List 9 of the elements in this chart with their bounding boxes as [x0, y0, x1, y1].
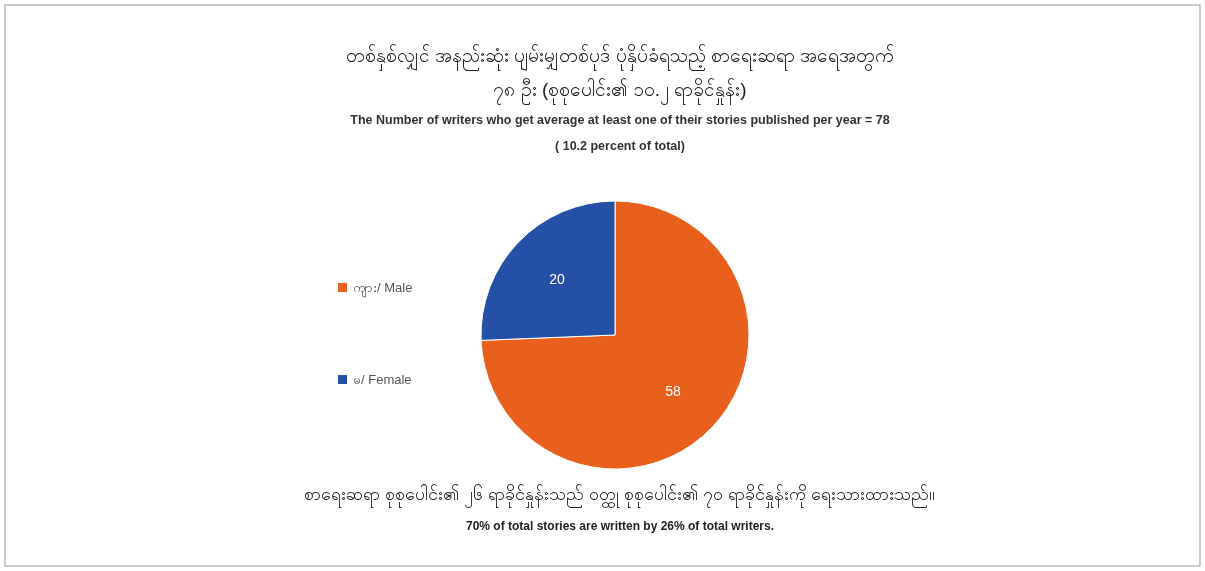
- chart-title: တစ်နှစ်လျှင် အနည်းဆုံး ပျမ်းမျှတစ်ပုဒ် ပုံနှိပ်ခံရသည့် စာရေးဆရာ အရေအတွက် ၇၈ ဦး (စုစုပေါင်း၏ ၁၀.၂ ရာခိုင်နှုန်း): [345, 44, 895, 105]
- chart-subtitle: The Number of writers who get average at least one of their stories published per year = 78 ( 10.2 percent of total): [350, 113, 890, 153]
- data-label: 58: [665, 382, 681, 399]
- pie-slice: [480, 200, 750, 470]
- text: စာရေးဆရာ စုစုပေါင်း၏ ၂၆ ရာခိုင်နှုန်းသည် ဝတ္ထု စုစုပေါင်း၏ ၇၀ ရာခိုင်နှုန်းကို ရေးသားထားသည်။: [304, 484, 936, 508]
- text: 70% of total stories are written by 26% of total writers.: [465, 519, 775, 533]
- data-label: 20: [549, 271, 566, 288]
- legend-label: မ/ Female: [353, 372, 412, 387]
- legend-label: ကျား/ Male: [353, 280, 413, 298]
